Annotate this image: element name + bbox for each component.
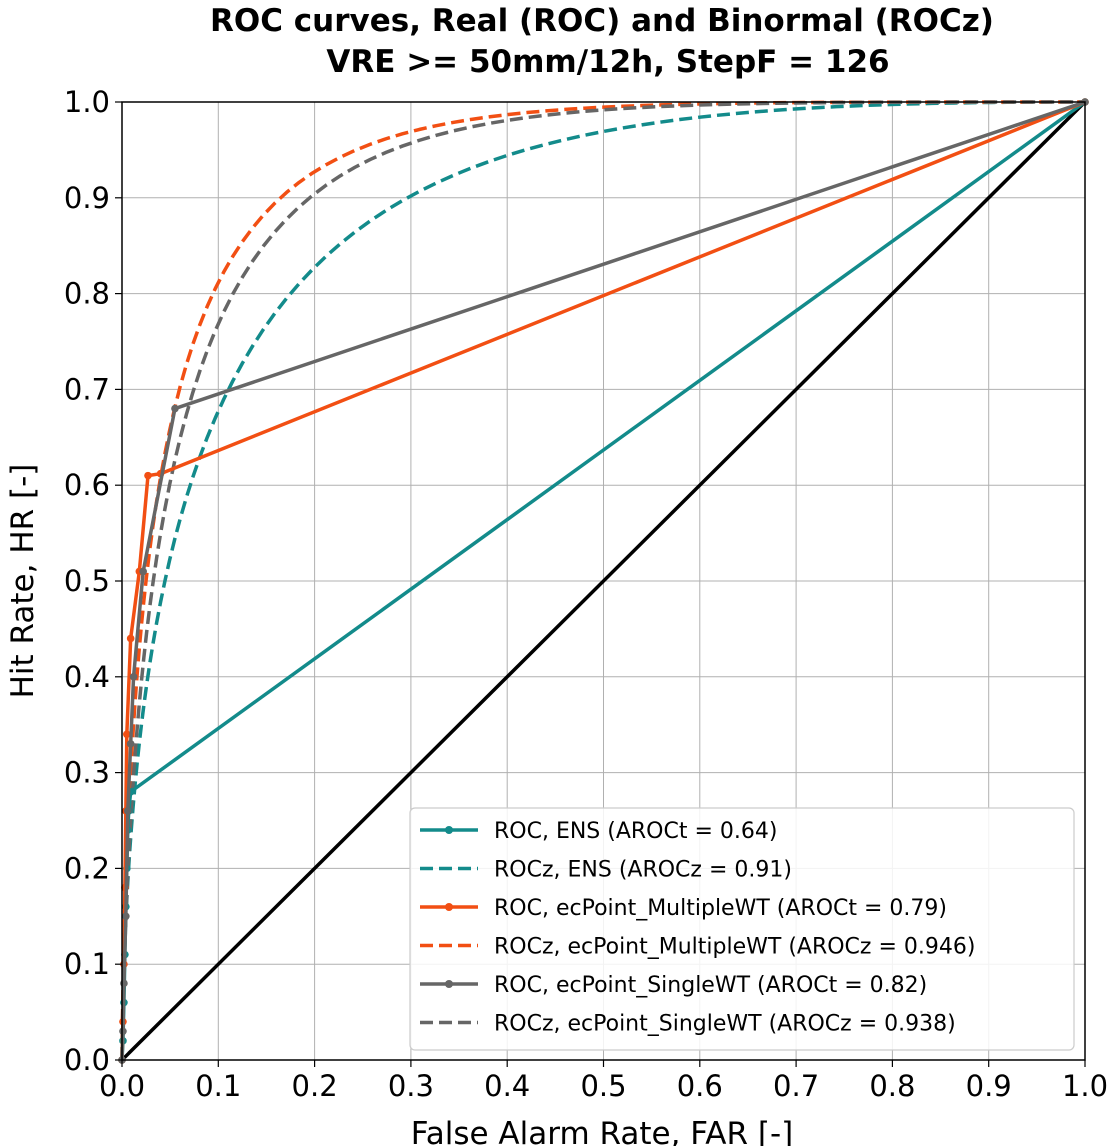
- legend: ROC, ENS (AROCt = 0.64) ROCz, ENS (AROCz …: [409, 807, 1075, 1051]
- legend-marker: [445, 826, 453, 834]
- x-tick-label: 0.4: [484, 1069, 530, 1103]
- tick-labels: 0.0 0.1 0.2 0.3 0.4 0.5 0.6 0.7 0.8 0.9 1.0 0.0 0.1 0…: [64, 85, 1108, 1103]
- legend-entry: ROCz, ecPoint_SingleWT (AROCz = 0.938): [494, 1012, 956, 1037]
- series-4-point: [119, 1027, 127, 1036]
- series-4-point: [126, 740, 135, 748]
- legend-marker: [445, 980, 453, 988]
- legend-entry: ROCz, ecPoint_MultipleWT (AROCz = 0.946): [494, 935, 975, 960]
- x-tick-label: 0.1: [195, 1069, 241, 1103]
- legend-entry: ROC, ecPoint_MultipleWT (AROCt = 0.79): [494, 896, 947, 921]
- series-4-point: [171, 404, 179, 413]
- series-4-point: [129, 673, 138, 681]
- series-2-point: [144, 471, 152, 480]
- y-tick-label: 0.8: [64, 277, 110, 311]
- series-4-point: [139, 567, 147, 576]
- y-tick-label: 0.9: [64, 181, 110, 215]
- x-tick-label: 1.0: [1062, 1069, 1108, 1103]
- legend-entry: ROCz, ENS (AROCz = 0.91): [494, 858, 792, 883]
- legend-entry: ROC, ecPoint_SingleWT (AROCt = 0.82): [494, 973, 927, 998]
- y-tick-label: 0.5: [64, 564, 110, 598]
- y-tick-label: 0.6: [64, 468, 110, 502]
- series-4-point: [123, 807, 132, 815]
- series-2-point: [126, 634, 135, 643]
- series-4-line: [120, 100, 1086, 1061]
- x-tick-label: 0.6: [677, 1069, 723, 1103]
- x-tick-label: 0.9: [966, 1069, 1012, 1103]
- y-axis-label: Hit Rate, HR [-]: [5, 464, 41, 699]
- y-tick-label: 0.7: [64, 372, 110, 406]
- series-4-point: [122, 912, 130, 921]
- x-axis-label: False Alarm Rate, FAR [-]: [411, 1116, 794, 1146]
- legend-box: [409, 807, 1075, 1051]
- series-2-point: [123, 730, 131, 739]
- x-tick-label: 0.0: [99, 1069, 145, 1103]
- legend-entry: ROC, ENS (AROCt = 0.64): [494, 819, 777, 844]
- x-tick-label: 0.8: [869, 1069, 915, 1103]
- chart-subtitle: VRE >= 50mm/12h, StepF = 126: [326, 44, 889, 80]
- no-skill-diagonal: [120, 100, 1087, 1062]
- x-tick-label: 0.5: [580, 1069, 626, 1103]
- y-tick-label: 0.2: [64, 851, 110, 885]
- x-tick-label: 0.3: [388, 1069, 434, 1103]
- chart-title: ROC curves, Real (ROC) and Binormal (ROC…: [210, 3, 994, 39]
- y-tick-label: 0.0: [64, 1043, 110, 1077]
- legend-marker: [445, 903, 453, 911]
- x-tick-label: 0.2: [292, 1069, 338, 1103]
- y-tick-label: 0.3: [64, 756, 110, 790]
- y-tick-label: 1.0: [64, 85, 110, 119]
- x-tick-label: 0.7: [773, 1069, 819, 1103]
- y-tick-label: 0.1: [64, 947, 110, 981]
- y-tick-label: 0.4: [64, 660, 110, 694]
